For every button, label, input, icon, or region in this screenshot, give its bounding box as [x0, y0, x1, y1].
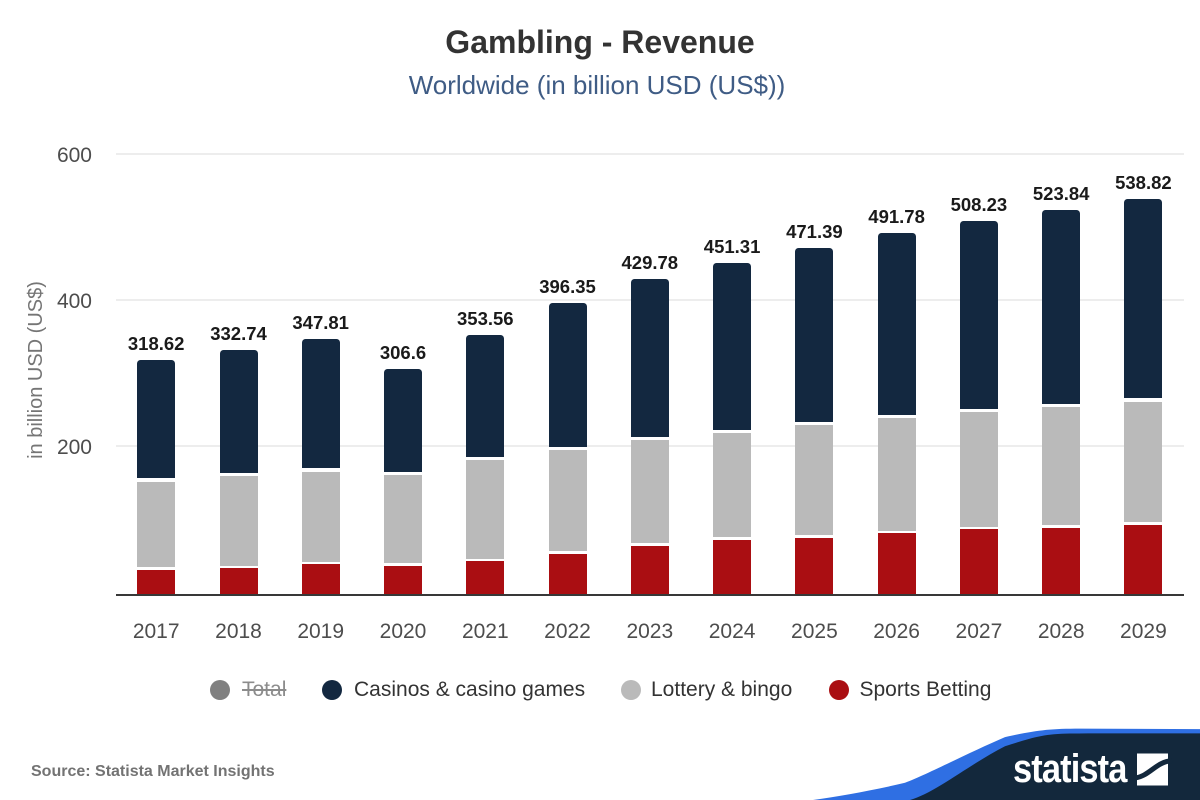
svg-text:statista: statista [1013, 746, 1128, 791]
